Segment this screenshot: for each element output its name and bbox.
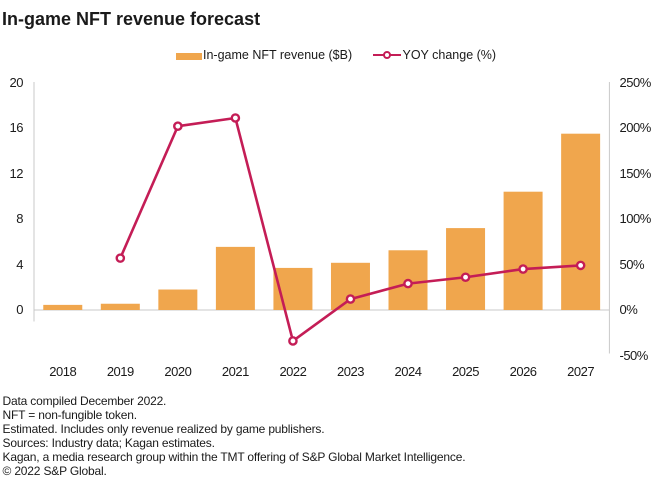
bar-2027 <box>561 133 601 310</box>
yoy-marker-2021 <box>230 113 241 123</box>
bar-2020 <box>158 289 198 310</box>
yoy-marker-2025 <box>460 272 471 283</box>
x-axis-label-2027: 2027 <box>567 363 595 379</box>
legend-line-label: YOY change (%) <box>402 47 497 62</box>
yoy-marker-2027 <box>575 260 586 271</box>
left-axis-tick-12: 12 <box>9 165 24 181</box>
yoy-marker-2022 <box>288 336 298 346</box>
footnote-line: Kagan, a media research group within the… <box>2 449 466 464</box>
right-axis-tick--50%: -50% <box>619 347 649 363</box>
footnote-line: © 2022 S&P Global. <box>2 463 107 478</box>
yoy-marker-2024 <box>403 278 413 289</box>
bar-2019 <box>100 303 140 310</box>
bar-2026 <box>503 191 543 310</box>
x-axis-label-2025: 2025 <box>452 363 479 379</box>
right-axis-tick-100%: 100% <box>619 211 652 226</box>
left-axis-tick-16: 16 <box>9 120 24 135</box>
right-axis-tick-250%: 250% <box>619 74 652 90</box>
x-axis-label-2020: 2020 <box>164 363 192 379</box>
yoy-marker-2026 <box>518 264 528 274</box>
x-axis-label-2018: 2018 <box>49 363 77 379</box>
footnote-line: Data compiled December 2022. <box>2 393 167 408</box>
footnote-line: Estimated. Includes only revenue realize… <box>2 421 325 436</box>
right-axis-tick-0%: 0% <box>619 302 638 317</box>
legend-bar-label: In-game NFT revenue ($B) <box>203 47 353 62</box>
x-axis-label-2021: 2021 <box>221 363 249 379</box>
x-axis-label-2026: 2026 <box>509 363 537 379</box>
yoy-marker-2023 <box>345 294 356 304</box>
bar-2018 <box>43 304 83 310</box>
right-axis-tick-50%: 50% <box>619 256 645 272</box>
x-axis-label-2022: 2022 <box>279 363 307 379</box>
x-axis-label-2024: 2024 <box>394 363 422 379</box>
yoy-marker-2020 <box>173 121 183 131</box>
left-axis-tick-4: 4 <box>16 256 23 272</box>
left-axis-tick-0: 0 <box>16 302 23 317</box>
bar-2025 <box>446 228 486 310</box>
legend-bar-swatch <box>176 53 202 60</box>
right-axis-tick-200%: 200% <box>619 120 652 135</box>
footnotes: Data compiled December 2022. NFT = non-f… <box>3 394 466 478</box>
yoy-marker-2019 <box>115 253 126 263</box>
legend-line-marker-circle-icon <box>382 50 392 60</box>
bar-2021 <box>215 246 255 310</box>
x-axis-label-2019: 2019 <box>106 363 134 379</box>
right-axis-tick-150%: 150% <box>619 165 652 181</box>
left-axis-tick-8: 8 <box>16 211 23 226</box>
footnote-line: Sources: Industry data; Kagan estimates. <box>2 435 215 450</box>
footnote-line: NFT = non-fungible token. <box>2 407 138 422</box>
chart-title: In-game NFT revenue forecast <box>2 8 261 29</box>
left-axis-tick-20: 20 <box>9 74 24 90</box>
x-axis-label-2023: 2023 <box>337 363 364 379</box>
